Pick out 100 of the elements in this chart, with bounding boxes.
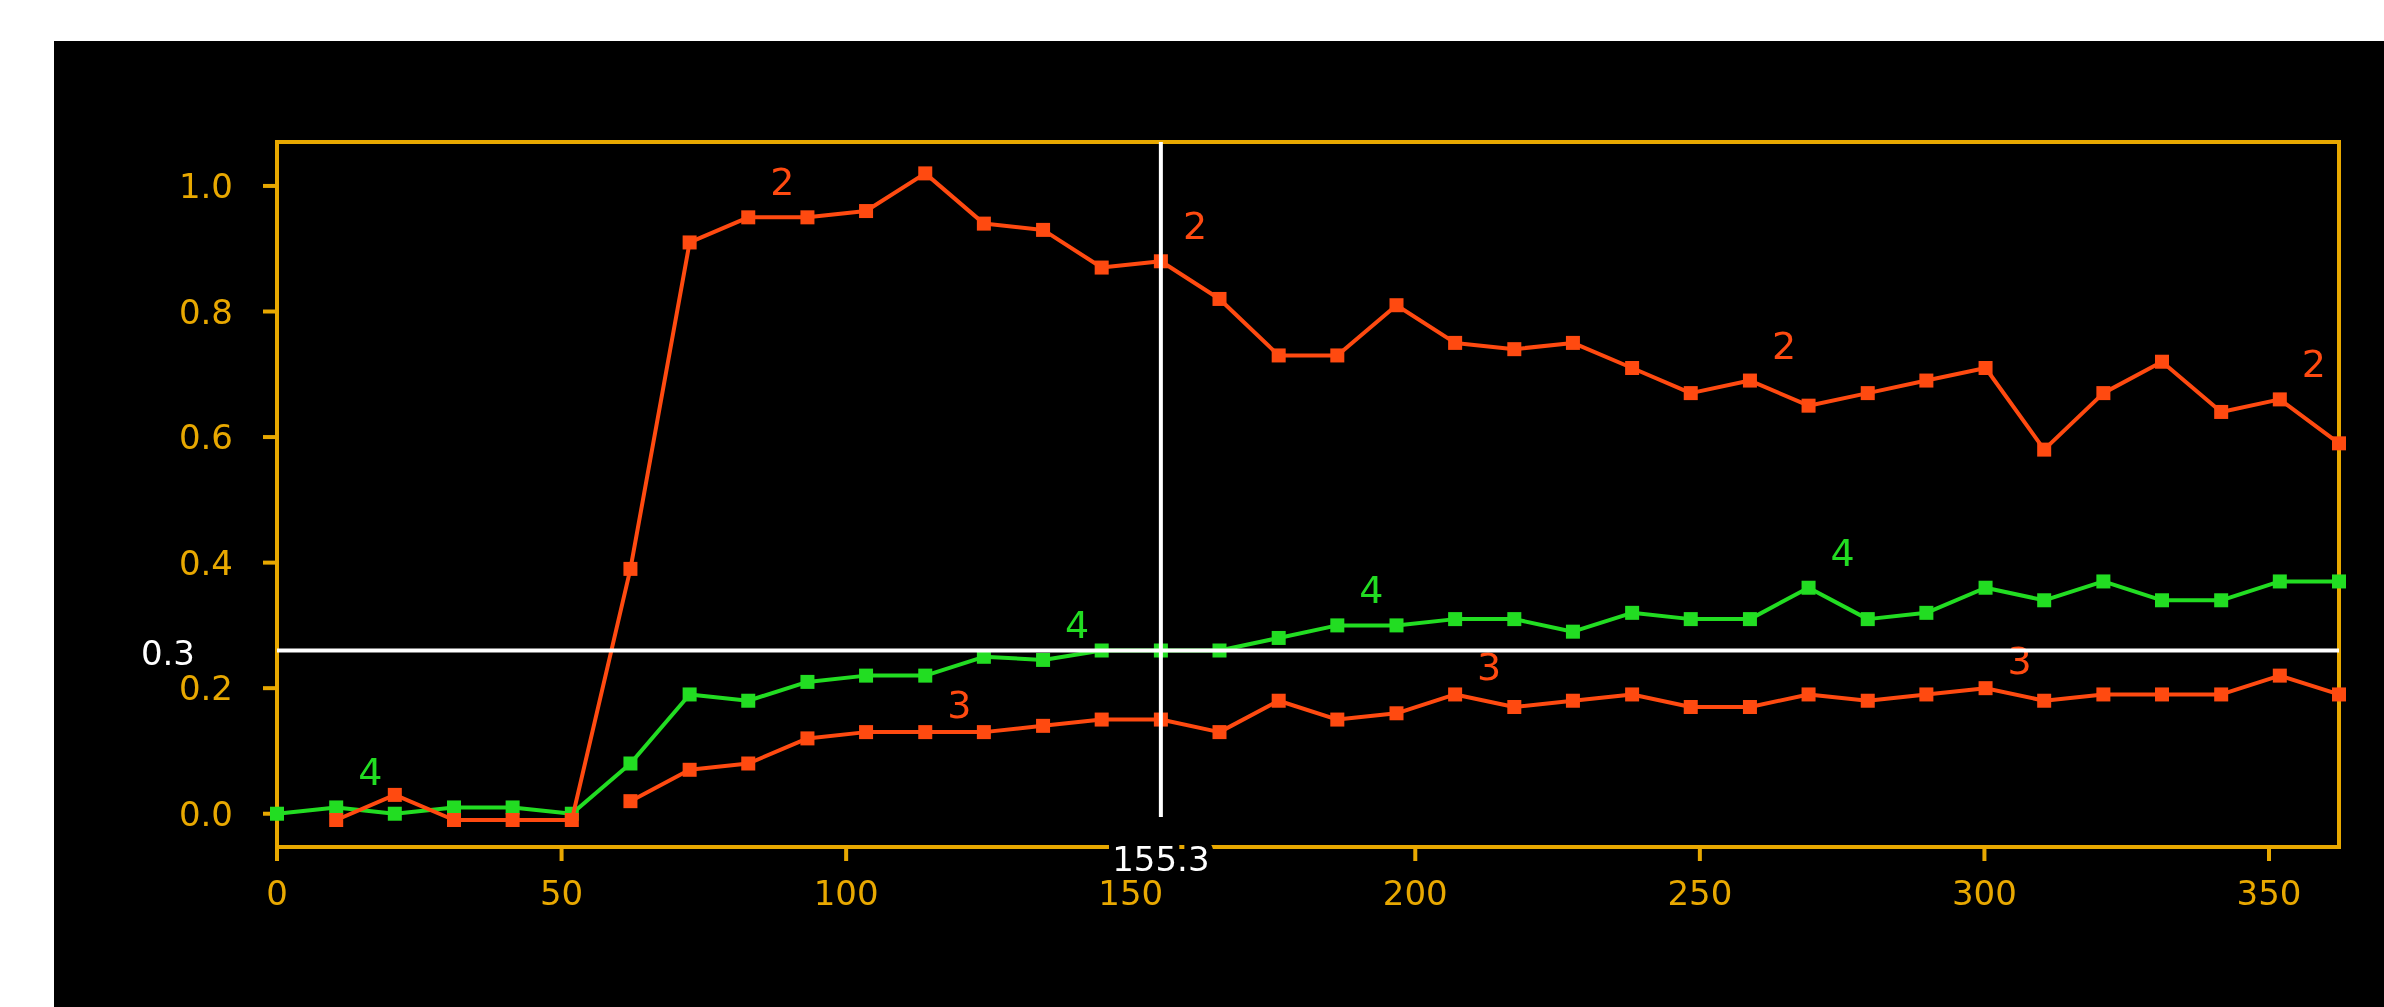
point — [1565, 624, 1580, 639]
point — [2155, 354, 2169, 369]
series-label: 2 — [770, 160, 795, 205]
point — [976, 725, 991, 740]
point — [1978, 361, 1993, 375]
series-label: 4 — [1065, 602, 1090, 647]
point — [1271, 630, 1286, 645]
point — [1625, 361, 1640, 375]
point — [1330, 618, 1345, 633]
point — [2155, 593, 2169, 608]
point — [1448, 687, 1463, 702]
point — [2037, 693, 2052, 708]
point — [1683, 700, 1698, 714]
point — [1271, 693, 1286, 708]
x-tick-label: 250 — [1667, 873, 1733, 913]
point — [2096, 386, 2111, 401]
point — [1742, 612, 1757, 627]
point — [1507, 612, 1522, 627]
point — [800, 731, 815, 746]
series-label: 3 — [947, 683, 972, 728]
point — [741, 756, 756, 771]
point — [387, 806, 402, 821]
point — [2096, 574, 2111, 589]
point — [1212, 725, 1227, 740]
point — [2037, 593, 2052, 608]
point — [1801, 580, 1816, 595]
point — [1625, 687, 1640, 702]
point — [1683, 612, 1698, 627]
point — [2155, 687, 2169, 702]
point — [1330, 348, 1345, 363]
point — [1271, 348, 1286, 363]
point — [1330, 712, 1345, 727]
point — [2332, 687, 2346, 702]
point — [1036, 222, 1051, 237]
text: 4 — [1830, 530, 1855, 575]
point — [800, 674, 815, 689]
x-tick-label: 350 — [2236, 873, 2302, 913]
point — [270, 806, 284, 821]
point — [2214, 687, 2229, 702]
point — [623, 561, 638, 576]
point — [741, 693, 756, 708]
text: 2 — [2301, 342, 2326, 387]
point — [1801, 687, 1816, 702]
point — [1801, 398, 1816, 413]
y-tick-label: 0.6 — [178, 417, 233, 458]
point — [800, 210, 815, 225]
x-tick-label: 200 — [1382, 873, 1448, 913]
point — [564, 813, 579, 828]
text: 4 — [1359, 568, 1384, 613]
x-tick-label: 0 — [266, 873, 288, 913]
y-tick-label: 0.4 — [178, 542, 233, 583]
point — [2214, 404, 2229, 419]
point — [918, 725, 933, 740]
point — [1978, 580, 1993, 595]
point — [447, 813, 461, 828]
point — [1683, 386, 1698, 401]
point — [1389, 706, 1404, 721]
point — [1389, 618, 1404, 633]
point — [329, 800, 344, 815]
text: 3 — [1477, 645, 1502, 690]
point — [1565, 335, 1580, 350]
point — [2096, 687, 2111, 702]
point — [859, 204, 874, 219]
point — [976, 216, 991, 231]
point — [387, 787, 402, 802]
point — [1094, 260, 1109, 275]
point — [1094, 712, 1109, 727]
x-tick-label: 50 — [539, 873, 584, 913]
y-tick-label: 0.8 — [178, 291, 233, 332]
point — [1742, 373, 1757, 388]
x-tick-label: 100 — [813, 873, 879, 913]
point — [2332, 574, 2346, 589]
point — [2272, 574, 2287, 589]
text: 4 — [358, 750, 383, 795]
point — [1565, 693, 1580, 708]
point — [505, 800, 520, 815]
point — [1036, 718, 1051, 733]
text: 2 — [1182, 204, 1208, 249]
point — [682, 235, 697, 250]
point — [859, 725, 874, 740]
point — [1448, 335, 1463, 350]
point — [1860, 386, 1875, 401]
x-tick-label: 300 — [1951, 873, 2017, 913]
y-tick-label: 1.0 — [178, 165, 233, 206]
point — [1507, 700, 1522, 714]
point — [1448, 612, 1463, 627]
point — [918, 166, 933, 181]
point — [2272, 668, 2287, 683]
point — [623, 756, 638, 771]
point — [1389, 298, 1404, 313]
point — [447, 800, 461, 815]
point — [1919, 687, 1934, 702]
point — [1507, 342, 1522, 357]
point — [2272, 392, 2287, 407]
point — [1742, 700, 1757, 714]
text: 2 — [1771, 323, 1797, 368]
point — [505, 813, 520, 828]
point — [682, 762, 697, 777]
point — [2214, 593, 2229, 608]
point — [1919, 373, 1934, 388]
